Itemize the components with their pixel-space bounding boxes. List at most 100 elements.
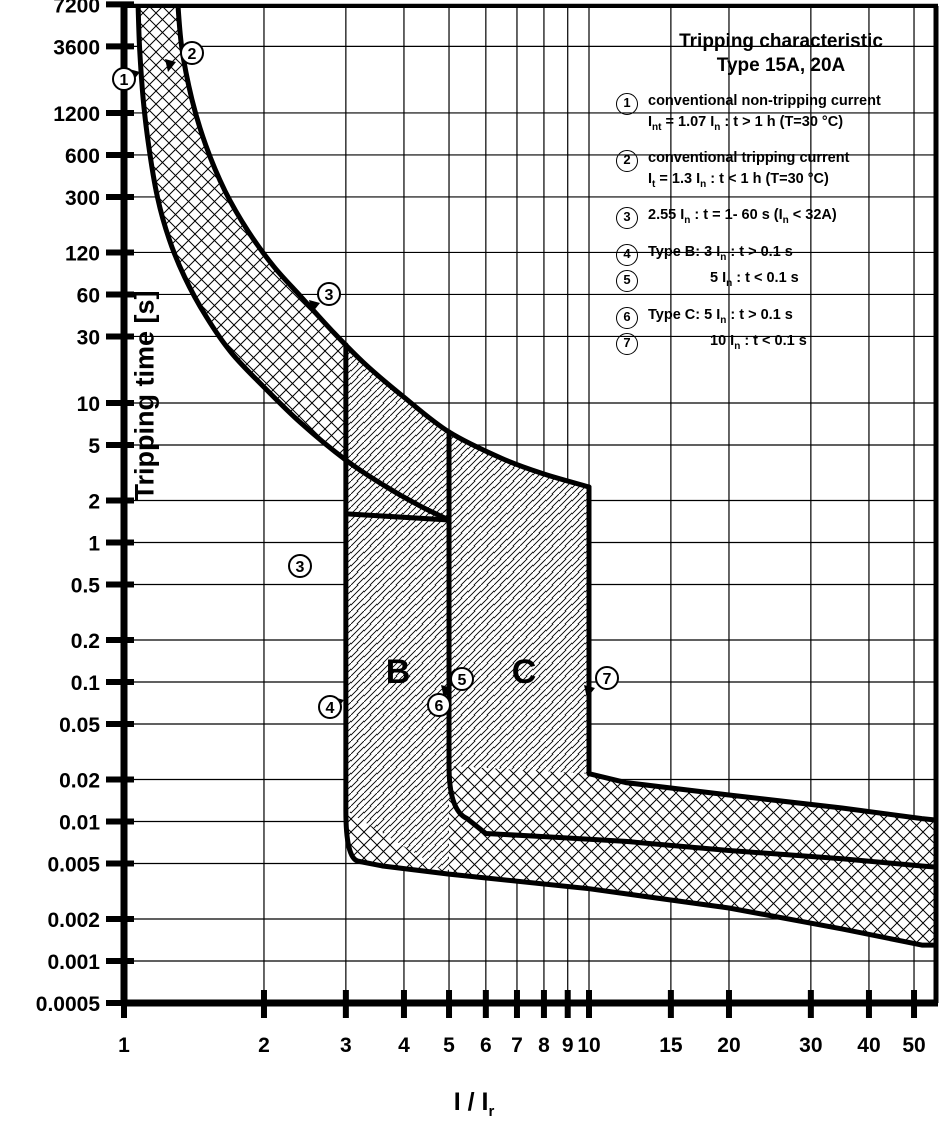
legend-line-2: Type C: 5 In : t > 0.1 s xyxy=(648,307,793,327)
legend-number-badge: 3 xyxy=(616,207,638,230)
y-tick-label: 0.01 xyxy=(59,812,100,835)
y-tick-label: 120 xyxy=(65,242,100,265)
legend-item-5: 5 5 In : t < 0.1 s xyxy=(616,268,946,293)
legend-line-2: 2.55 In : t = 1- 60 s (In < 32A) xyxy=(648,207,837,227)
x-axis-title: I / Ir xyxy=(0,1088,948,1120)
y-axis-ticks xyxy=(106,1,134,1006)
marker-4: 4 xyxy=(318,695,344,719)
type-c-upper-curve xyxy=(586,484,938,823)
legend-number-badge: 5 xyxy=(616,270,638,293)
y-tick-label: 300 xyxy=(65,187,100,210)
legend-item-text: 10 In : t < 0.1 s xyxy=(648,331,807,354)
x-tick-label: 30 xyxy=(799,1034,822,1057)
x-tick-label: 2 xyxy=(258,1034,270,1057)
legend-line-1: conventional non-tripping current xyxy=(648,92,881,109)
y-axis-tick-labels: 7200 3600 1200 600 300 120 60 30 10 5 2 1 0.5 0.2 0.1 0… xyxy=(36,0,101,1016)
y-tick-label: 5 xyxy=(88,435,100,458)
legend-line-2: Type B: 3 In : t > 0.1 s xyxy=(648,244,793,264)
legend-line-2: 10 In : t < 0.1 s xyxy=(710,333,807,353)
y-tick-label: 0.002 xyxy=(47,909,100,932)
y-tick-label: 1 xyxy=(88,533,100,556)
legend-title-line1: Tripping characteristic xyxy=(679,31,883,52)
marker-label-4: 4 xyxy=(326,700,335,717)
x-tick-label: 6 xyxy=(480,1034,492,1057)
legend-item-text: 2.55 In : t = 1- 60 s (In < 32A) xyxy=(648,205,837,228)
legend-item-6: 6 Type C: 5 In : t > 0.1 s xyxy=(616,305,946,330)
legend-number-badge: 1 xyxy=(616,92,638,115)
marker-label-7: 7 xyxy=(603,671,612,688)
noop xyxy=(346,511,452,523)
y-tick-label: 7200 xyxy=(53,0,100,17)
x-tick-label: 9 xyxy=(562,1034,574,1057)
marker-label-1: 1 xyxy=(120,72,129,89)
legend-items: 1 conventional non-tripping current Int = … xyxy=(616,91,946,356)
band-b-letter: B xyxy=(386,653,411,691)
axis-frame xyxy=(120,4,939,1007)
y-tick-label: 0.2 xyxy=(71,630,100,653)
x-tick-label: 50 xyxy=(902,1034,925,1057)
y-tick-label: 0.5 xyxy=(71,575,101,598)
marker-2: 2 xyxy=(165,41,204,72)
marker-5: 5 xyxy=(441,667,474,698)
y-tick-label: 60 xyxy=(77,284,100,307)
marker-3a: 3 xyxy=(309,282,341,313)
y-tick-label: 3600 xyxy=(53,36,100,59)
x-tick-label: 40 xyxy=(857,1034,880,1057)
band-outlines xyxy=(135,6,938,948)
curve-markers: 1 2 3 3 4 56 7 B C xyxy=(112,41,619,719)
thermal-tripping-curve xyxy=(175,6,592,490)
legend-item-text: conventional non-tripping current Int = 1… xyxy=(648,91,881,135)
y-tick-label: 0.0005 xyxy=(36,993,101,1016)
legend-line-1: conventional tripping current xyxy=(648,149,850,166)
legend-title-line2: Type 15A, 20A xyxy=(716,54,846,76)
legend-number-badge: 7 xyxy=(616,333,638,356)
marker-label-3a: 3 xyxy=(325,287,334,304)
x-tick-label: 1 xyxy=(118,1034,130,1057)
y-tick-label: 0.1 xyxy=(71,672,101,695)
x-tick-label: 7 xyxy=(511,1034,523,1057)
x-tick-label: 10 xyxy=(577,1034,600,1057)
x-tick-label: 5 xyxy=(443,1034,455,1057)
marker-7: 7 xyxy=(584,666,619,698)
legend-item-text: 5 In : t < 0.1 s xyxy=(648,268,799,291)
y-tick-label: 0.02 xyxy=(59,770,100,793)
legend-item-4: 4 Type B: 3 In : t > 0.1 s xyxy=(616,242,946,267)
y-tick-label: 1200 xyxy=(53,103,100,126)
legend-item-text: Type C: 5 In : t > 0.1 s xyxy=(648,305,793,328)
legend-number-badge: 2 xyxy=(616,149,638,172)
marker-1: 1 xyxy=(112,67,140,91)
magnetic-lower-band xyxy=(345,766,938,946)
legend-item-3: 3 2.55 In : t = 1- 60 s (In < 32A) xyxy=(616,205,946,230)
legend-number-badge: 4 xyxy=(616,244,638,267)
y-tick-label: 10 xyxy=(77,393,100,416)
band-c-letter: C xyxy=(512,653,537,691)
x-axis-ticks xyxy=(121,990,918,1018)
legend-item-2: 2 conventional tripping current It = 1.3 I… xyxy=(616,148,946,192)
y-axis-title: Tripping time [s] xyxy=(129,290,160,501)
marker-label-6: 6 xyxy=(435,698,444,715)
x-tick-label: 3 xyxy=(340,1034,352,1057)
thermal-nontripping-curve xyxy=(135,6,452,523)
x-tick-label: 15 xyxy=(659,1034,683,1057)
marker-6: 6 xyxy=(427,693,451,717)
y-tick-label: 2 xyxy=(88,491,100,514)
x-tick-label: 20 xyxy=(717,1034,740,1057)
y-tick-label: 30 xyxy=(77,326,100,349)
x-tick-label: 4 xyxy=(398,1034,410,1057)
legend-line-2: It = 1.3 In : t < 1 h (T=30 °C) xyxy=(648,170,829,190)
y-tick-label: 600 xyxy=(65,145,100,168)
y-tick-label: 0.05 xyxy=(59,714,100,737)
y-tick-label: 0.001 xyxy=(47,951,100,974)
legend-item-text: conventional tripping current It = 1.3 In… xyxy=(648,148,849,192)
type-c-band xyxy=(449,432,589,819)
marker-label-2: 2 xyxy=(188,46,197,63)
legend-line-2: Int = 1.07 In : t > 1 h (T=30 °C) xyxy=(648,113,844,133)
y-tick-label: 0.005 xyxy=(47,854,100,877)
legend-item-text: Type B: 3 In : t > 0.1 s xyxy=(648,242,793,265)
marker-label-5: 5 xyxy=(458,672,467,689)
marker-3b: 3 xyxy=(288,554,312,578)
x-axis-title-sub: r xyxy=(488,1103,495,1120)
type-b-lower-curve xyxy=(343,342,938,948)
